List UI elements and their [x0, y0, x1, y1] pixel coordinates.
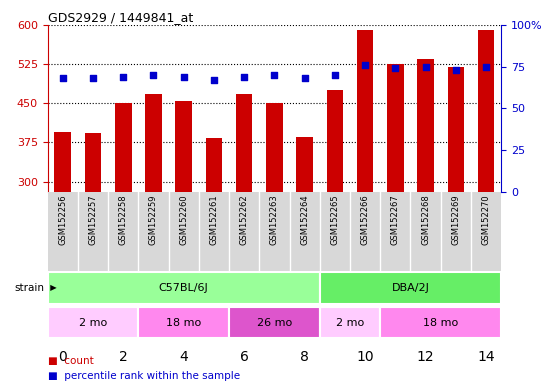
- Text: GSM152256: GSM152256: [58, 194, 67, 245]
- Bar: [54, 132, 71, 192]
- Text: 18 mo: 18 mo: [166, 318, 201, 328]
- Text: GSM152266: GSM152266: [361, 194, 370, 245]
- Point: [361, 62, 370, 68]
- Point: [119, 74, 128, 80]
- Text: C57BL/6J: C57BL/6J: [159, 283, 208, 293]
- Point: [240, 74, 249, 80]
- Bar: [380, 307, 501, 338]
- Bar: [266, 103, 283, 192]
- Text: ■  count: ■ count: [48, 356, 94, 366]
- Text: ▶: ▶: [45, 283, 57, 293]
- Text: GSM152269: GSM152269: [451, 194, 460, 245]
- Point: [149, 72, 158, 78]
- Point: [482, 64, 491, 70]
- Text: GSM152264: GSM152264: [300, 194, 309, 245]
- Point: [88, 75, 97, 81]
- Bar: [326, 90, 343, 192]
- Bar: [447, 67, 464, 192]
- Text: GSM152263: GSM152263: [270, 194, 279, 245]
- Text: GSM152259: GSM152259: [149, 194, 158, 245]
- Text: 2 mo: 2 mo: [336, 318, 364, 328]
- Point: [451, 67, 460, 73]
- Bar: [48, 273, 320, 303]
- Point: [300, 75, 309, 81]
- Point: [270, 72, 279, 78]
- Bar: [115, 103, 132, 192]
- Bar: [320, 273, 501, 303]
- Bar: [229, 307, 320, 338]
- Bar: [387, 64, 404, 192]
- Text: GSM152260: GSM152260: [179, 194, 188, 245]
- Point: [209, 77, 218, 83]
- Text: GSM152267: GSM152267: [391, 194, 400, 245]
- Text: GDS2929 / 1449841_at: GDS2929 / 1449841_at: [48, 11, 193, 24]
- Bar: [296, 137, 313, 192]
- Text: ■  percentile rank within the sample: ■ percentile rank within the sample: [48, 371, 240, 381]
- Point: [179, 74, 188, 80]
- Text: strain: strain: [15, 283, 45, 293]
- Bar: [175, 101, 192, 192]
- Point: [58, 75, 67, 81]
- Bar: [138, 307, 229, 338]
- Bar: [236, 94, 253, 192]
- Point: [421, 64, 430, 70]
- Text: GSM152268: GSM152268: [421, 194, 430, 245]
- Text: GSM152262: GSM152262: [240, 194, 249, 245]
- Text: 26 mo: 26 mo: [257, 318, 292, 328]
- Text: GSM152265: GSM152265: [330, 194, 339, 245]
- Bar: [145, 94, 162, 192]
- Text: DBA/2J: DBA/2J: [391, 283, 430, 293]
- Bar: [357, 30, 374, 192]
- Text: 18 mo: 18 mo: [423, 318, 458, 328]
- Text: 2 mo: 2 mo: [79, 318, 107, 328]
- Point: [391, 65, 400, 71]
- Text: GSM152257: GSM152257: [88, 194, 97, 245]
- Bar: [206, 138, 222, 192]
- Bar: [85, 133, 101, 192]
- Bar: [320, 307, 380, 338]
- Bar: [478, 30, 494, 192]
- Text: GSM152270: GSM152270: [482, 194, 491, 245]
- Point: [330, 72, 339, 78]
- Bar: [48, 307, 138, 338]
- Text: GSM152258: GSM152258: [119, 194, 128, 245]
- Bar: [417, 59, 434, 192]
- Text: GSM152261: GSM152261: [209, 194, 218, 245]
